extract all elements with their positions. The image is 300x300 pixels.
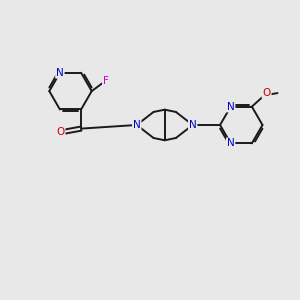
Text: N: N [227,138,235,148]
Text: N: N [56,68,64,78]
Text: O: O [56,127,64,136]
Text: N: N [189,120,196,130]
Text: N: N [133,120,141,130]
Text: F: F [103,76,109,86]
Text: O: O [262,88,271,98]
Text: N: N [227,102,235,112]
